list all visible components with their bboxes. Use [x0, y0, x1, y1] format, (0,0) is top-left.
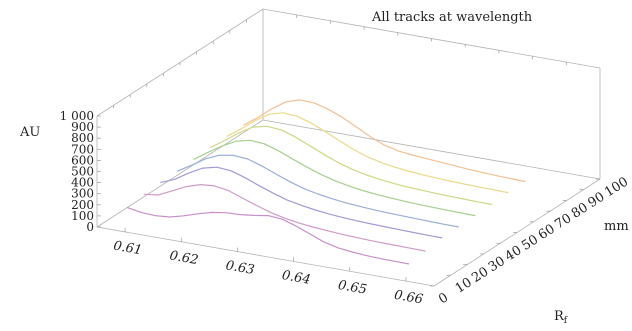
floor-edge-front [97, 227, 434, 286]
x-axis-label: Rf [554, 309, 568, 326]
x-tick-label: 0.62 [168, 248, 199, 268]
x-tick-label: 0.65 [337, 278, 368, 298]
series-trace [227, 113, 508, 193]
z-tick-label: 100 [602, 175, 631, 201]
series-trace [194, 140, 475, 215]
x-tick-label: 0.64 [281, 268, 312, 288]
z-tick-label: 0 [436, 290, 451, 307]
floor-edge-left [97, 120, 263, 227]
z-axis-label: mm [604, 219, 629, 234]
y-tick-label: 1 000 [60, 109, 94, 123]
series-trace [161, 167, 442, 238]
x-tick-label: 0.61 [112, 239, 143, 259]
x-tick-label: 0.63 [224, 258, 255, 278]
series-trace [177, 155, 458, 227]
series-trace [244, 100, 525, 181]
x-tick-label: 0.66 [393, 288, 424, 308]
series-trace [144, 185, 425, 251]
chart-title: All tracks at wavelength [371, 10, 533, 25]
x-axis-label-sub: f [564, 316, 568, 326]
y-axis-label: AU [19, 125, 40, 140]
series-trace [211, 126, 492, 204]
series-traces [128, 100, 525, 264]
